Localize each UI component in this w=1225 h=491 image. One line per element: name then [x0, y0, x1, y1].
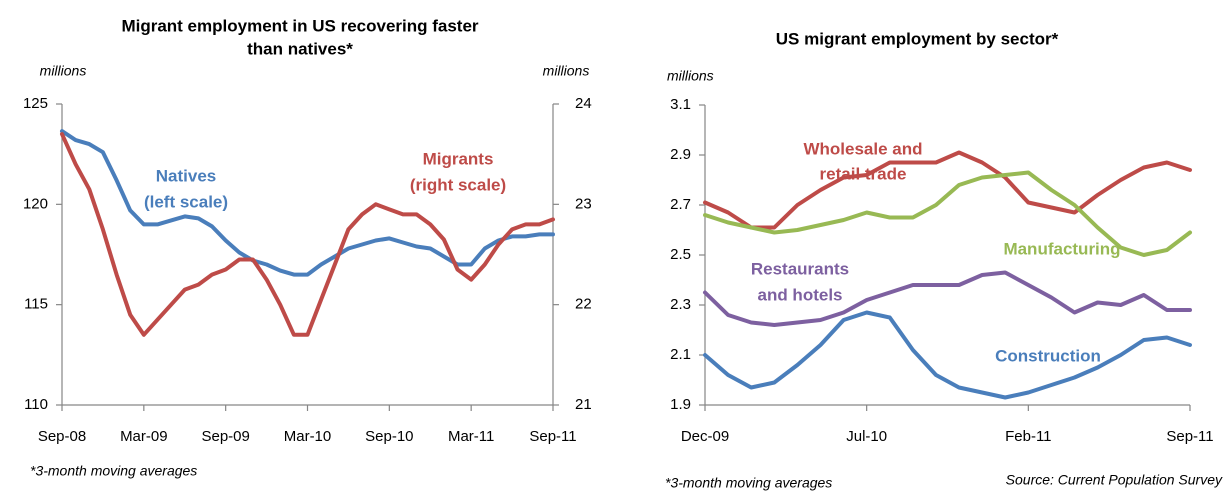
y-tick-label: 115: [24, 296, 48, 313]
x-tick-label: Sep-11: [529, 428, 576, 445]
y-tick-label: 125: [23, 95, 48, 112]
x-tick-label: Sep-10: [365, 428, 413, 445]
series-label: Wholesale and: [803, 139, 922, 158]
series-label: retail trade: [820, 164, 907, 183]
y2-tick-label: 24: [575, 95, 592, 112]
x-tick-label: Mar-10: [284, 428, 332, 445]
y-tick-label: 2.3: [670, 296, 691, 313]
x-tick-label: Sep-11: [1166, 428, 1213, 445]
y-tick-label: 2.7: [670, 196, 691, 213]
x-tick-label: Feb-11: [1005, 428, 1051, 445]
chart-title: than natives*: [247, 39, 353, 58]
x-tick-label: Jul-10: [846, 428, 887, 445]
y-tick-label: 120: [23, 195, 48, 212]
series-line: [60, 129, 555, 277]
series-label: Natives: [156, 166, 216, 185]
series-label: Construction: [995, 346, 1101, 365]
series-line: [703, 170, 1192, 257]
source: Source: Current Population Survey: [1006, 472, 1223, 488]
chart-title: US migrant employment by sector*: [776, 29, 1059, 48]
series-line: [703, 270, 1192, 327]
series-line: [60, 132, 555, 337]
y2-tick-label: 23: [575, 195, 592, 212]
footnote: *3-month moving averages: [665, 475, 832, 491]
x-tick-label: Mar-11: [448, 428, 494, 445]
series-label: and hotels: [757, 285, 842, 304]
x-tick-label: Sep-09: [201, 428, 249, 445]
y2-tick-label: 22: [575, 296, 592, 313]
x-tick-label: Mar-09: [120, 428, 168, 445]
x-tick-label: Dec-09: [681, 428, 729, 445]
y-tick-label: 2.5: [670, 246, 691, 263]
series-label: (right scale): [410, 175, 506, 194]
y-tick-label: 2.9: [670, 146, 691, 163]
y2-tick-label: 21: [575, 396, 592, 413]
series-label: Migrants: [423, 149, 494, 168]
y-tick-label: 1.9: [670, 396, 691, 413]
footnote: *3-month moving averages: [30, 463, 197, 479]
y2-axis-label: millions: [543, 63, 590, 79]
y-tick-label: 2.1: [670, 346, 691, 363]
series-line: [703, 150, 1192, 230]
series-label: Restaurants: [751, 259, 849, 278]
y-tick-label: 110: [24, 396, 48, 413]
y-axis-label: millions: [667, 68, 714, 84]
series-label: (left scale): [144, 192, 228, 211]
series-line: [703, 310, 1192, 400]
chart-title: Migrant employment in US recovering fast…: [121, 16, 478, 35]
y-tick-label: 3.1: [670, 96, 691, 113]
x-tick-label: Sep-08: [38, 428, 86, 445]
series-label: Manufacturing: [1003, 239, 1120, 258]
y-axis-label: millions: [40, 63, 87, 79]
